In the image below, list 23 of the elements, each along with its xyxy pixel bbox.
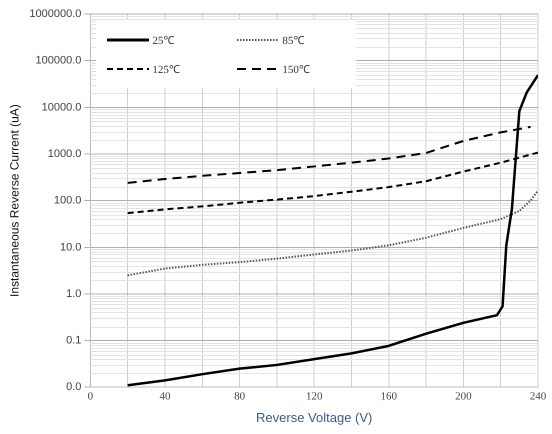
x-tick-label: 40 — [160, 390, 171, 403]
y-axis-title: Instantaneous Reverse Current (uA) — [8, 104, 22, 297]
legend-label: 150℃ — [282, 63, 310, 76]
y-tick-label: 100000.0 — [36, 54, 82, 67]
y-tick-label: 0.0 — [66, 381, 82, 394]
x-tick-label: 0 — [88, 390, 94, 403]
x-axis-title: Reverse Voltage (V) — [256, 410, 372, 425]
x-tick-label: 160 — [380, 390, 398, 403]
x-tick-label: 80 — [234, 390, 246, 403]
x-tick-label: 120 — [306, 390, 323, 403]
y-tick-label: 1000.0 — [48, 148, 82, 160]
x-tick-label: 240 — [530, 390, 547, 403]
x-tick-label: 200 — [455, 390, 472, 403]
y-tick-label: 10000.0 — [42, 101, 82, 114]
y-tick-label: 1.0 — [66, 288, 82, 300]
line-series — [126, 189, 538, 276]
y-tick-label: 1000000.0 — [29, 8, 82, 20]
legend-label: 25℃ — [152, 34, 174, 47]
y-tick-label: 100.0 — [54, 194, 82, 207]
legend-label: 85℃ — [282, 34, 304, 47]
y-tick-label: 0.1 — [66, 334, 82, 347]
legend-label: 125℃ — [152, 63, 180, 76]
y-tick-label: 10.0 — [60, 241, 82, 254]
